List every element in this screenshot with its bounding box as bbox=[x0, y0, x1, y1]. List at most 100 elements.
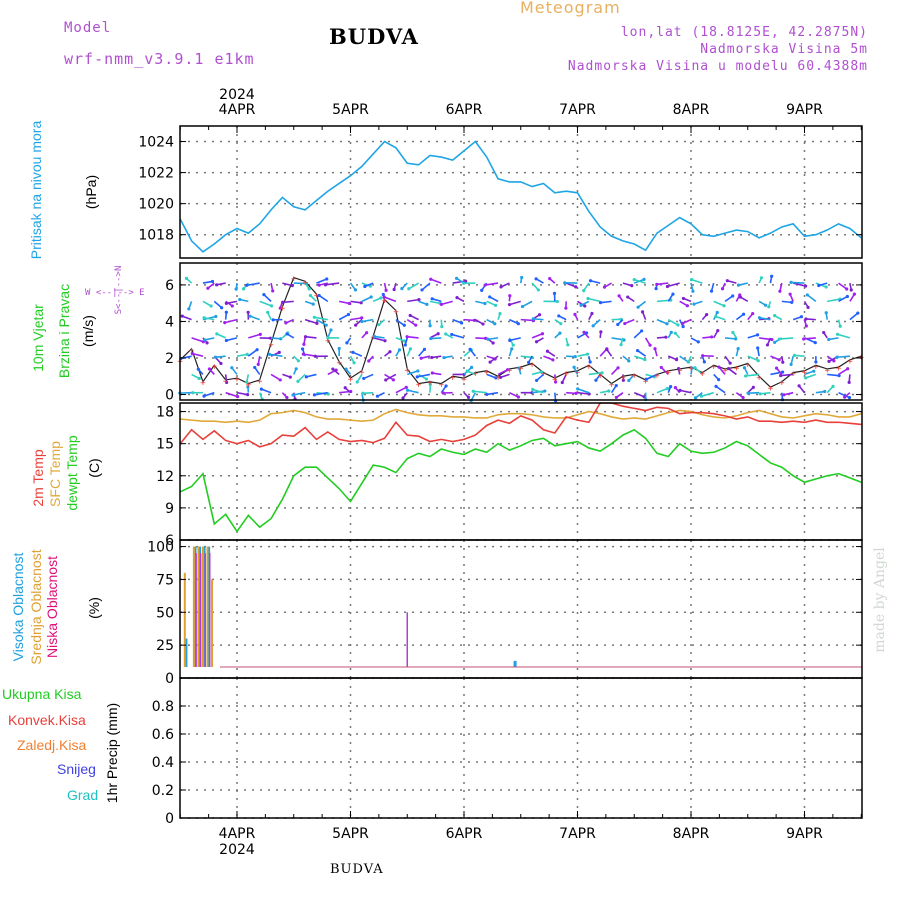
y-tick-label: 0.4 bbox=[152, 755, 174, 771]
wind-arrow bbox=[383, 296, 397, 303]
wind-arrow bbox=[600, 300, 612, 304]
wind-arrow-head bbox=[757, 316, 762, 320]
wind-gust-mark: + bbox=[200, 379, 206, 389]
wind-arrow-head bbox=[485, 392, 489, 397]
wind-arrow bbox=[520, 318, 534, 322]
wind-arrow-head bbox=[540, 332, 545, 336]
wind-gust-mark: + bbox=[824, 366, 830, 376]
wind-arrow-head bbox=[678, 388, 682, 392]
wind-arrow-head bbox=[355, 380, 359, 384]
wind-arrow-head bbox=[508, 338, 512, 342]
wind-arrow bbox=[224, 318, 238, 324]
wind-arrow-head bbox=[557, 314, 561, 318]
wind-arrow bbox=[694, 367, 703, 376]
wind-arrow-head bbox=[709, 289, 714, 293]
wind-arrow-head bbox=[846, 367, 850, 371]
wind-arrow bbox=[577, 391, 590, 395]
wind-arrow-head bbox=[736, 347, 740, 351]
wind-arrow-head bbox=[765, 343, 770, 347]
wind-arrow-head bbox=[590, 311, 594, 316]
wind-arrow-head bbox=[831, 384, 835, 388]
wind-arrow-head bbox=[763, 303, 768, 307]
wind-arrow-head bbox=[777, 337, 781, 341]
top-date-label: 6APR bbox=[446, 102, 483, 118]
wind-arrow bbox=[747, 355, 759, 362]
wind-arrow bbox=[452, 280, 466, 284]
wind-arrow-head bbox=[774, 366, 779, 370]
wind-arrow-head bbox=[553, 380, 558, 384]
wind-arrow-head bbox=[311, 302, 315, 306]
wind-arrow bbox=[463, 349, 472, 357]
wind-arrow bbox=[779, 337, 794, 340]
wind-arrow-head bbox=[717, 365, 721, 369]
wind-arrow-head bbox=[215, 283, 219, 287]
wind-arrow-head bbox=[836, 332, 840, 336]
wind-arrow bbox=[451, 333, 465, 339]
wind-arrow-head bbox=[397, 348, 402, 352]
wind-arrow-head bbox=[655, 282, 659, 286]
wind-arrow bbox=[790, 281, 805, 284]
wind-arrow-head bbox=[499, 285, 503, 289]
wind-arrow-head bbox=[361, 391, 365, 395]
wind-arrow-head bbox=[184, 276, 189, 280]
wind-arrow-head bbox=[269, 304, 274, 308]
wind-arrow-head bbox=[384, 378, 388, 382]
wind-arrow bbox=[282, 282, 293, 287]
wind-gust-mark: + bbox=[416, 381, 422, 391]
wind-arrow-head bbox=[187, 307, 191, 311]
y-tick-label: 0.8 bbox=[152, 699, 174, 715]
cloud-high-bar bbox=[513, 660, 517, 667]
wind-arrow bbox=[805, 318, 816, 321]
wind-arrow-head bbox=[498, 311, 502, 316]
wind-arrow bbox=[202, 280, 213, 284]
wind-arrow-head bbox=[224, 301, 228, 306]
wind-arrow-head bbox=[248, 314, 252, 318]
wind-gust-mark: + bbox=[575, 368, 581, 378]
wind-arrow bbox=[408, 282, 420, 290]
wind-arrow bbox=[724, 337, 736, 340]
wind-arrow bbox=[715, 385, 726, 394]
footer-station: BUDVA bbox=[330, 862, 384, 877]
wind-arrow bbox=[656, 318, 668, 325]
wind-arrow bbox=[633, 330, 643, 339]
wind-arrow-head bbox=[728, 361, 732, 365]
wind-arrow bbox=[533, 318, 544, 321]
wind-arrow bbox=[362, 391, 374, 395]
wind-arrow-head bbox=[255, 348, 259, 352]
wind-arrow-head bbox=[725, 279, 729, 283]
wind-arrow bbox=[338, 313, 349, 321]
wind-gust-mark: + bbox=[700, 370, 706, 380]
wind-arrow bbox=[838, 368, 849, 376]
wind-arrow bbox=[837, 333, 851, 339]
wind-arrow-head bbox=[383, 339, 387, 343]
wind-arrow bbox=[486, 373, 497, 379]
cloud-mid-bar bbox=[192, 546, 195, 667]
wind-arrow bbox=[441, 300, 453, 306]
wind-arrow-head bbox=[442, 355, 446, 360]
wind-arrow-head bbox=[770, 274, 774, 278]
wind-arrow-head bbox=[847, 395, 852, 400]
wind-arrow-head bbox=[494, 376, 498, 380]
wind-arrow-head bbox=[781, 360, 785, 364]
y-tick-label: 15 bbox=[156, 437, 174, 453]
wind-arrow bbox=[192, 352, 204, 357]
wind-gust-mark: + bbox=[427, 379, 433, 389]
wind-arrow bbox=[760, 391, 771, 395]
wind-arrow bbox=[759, 316, 771, 321]
wind-arrow-head bbox=[337, 346, 341, 351]
wind-arrow-head bbox=[468, 347, 472, 351]
wind-arrow-head bbox=[705, 313, 709, 317]
chart-title: BUDVA bbox=[329, 24, 419, 49]
wind-arrow-head bbox=[648, 343, 652, 347]
wind-arrow-head bbox=[676, 323, 680, 327]
wind-arrow bbox=[473, 390, 487, 394]
wind-arrow-head bbox=[755, 333, 760, 337]
pressure-line bbox=[179, 140, 862, 253]
wind-gust-mark: + bbox=[813, 362, 819, 372]
wind-gust-mark: + bbox=[212, 362, 218, 372]
wind-arrow bbox=[216, 333, 226, 339]
wind-arrow-head bbox=[773, 340, 777, 344]
wind-arrow-head bbox=[391, 378, 395, 382]
wind-arrow bbox=[637, 349, 647, 357]
